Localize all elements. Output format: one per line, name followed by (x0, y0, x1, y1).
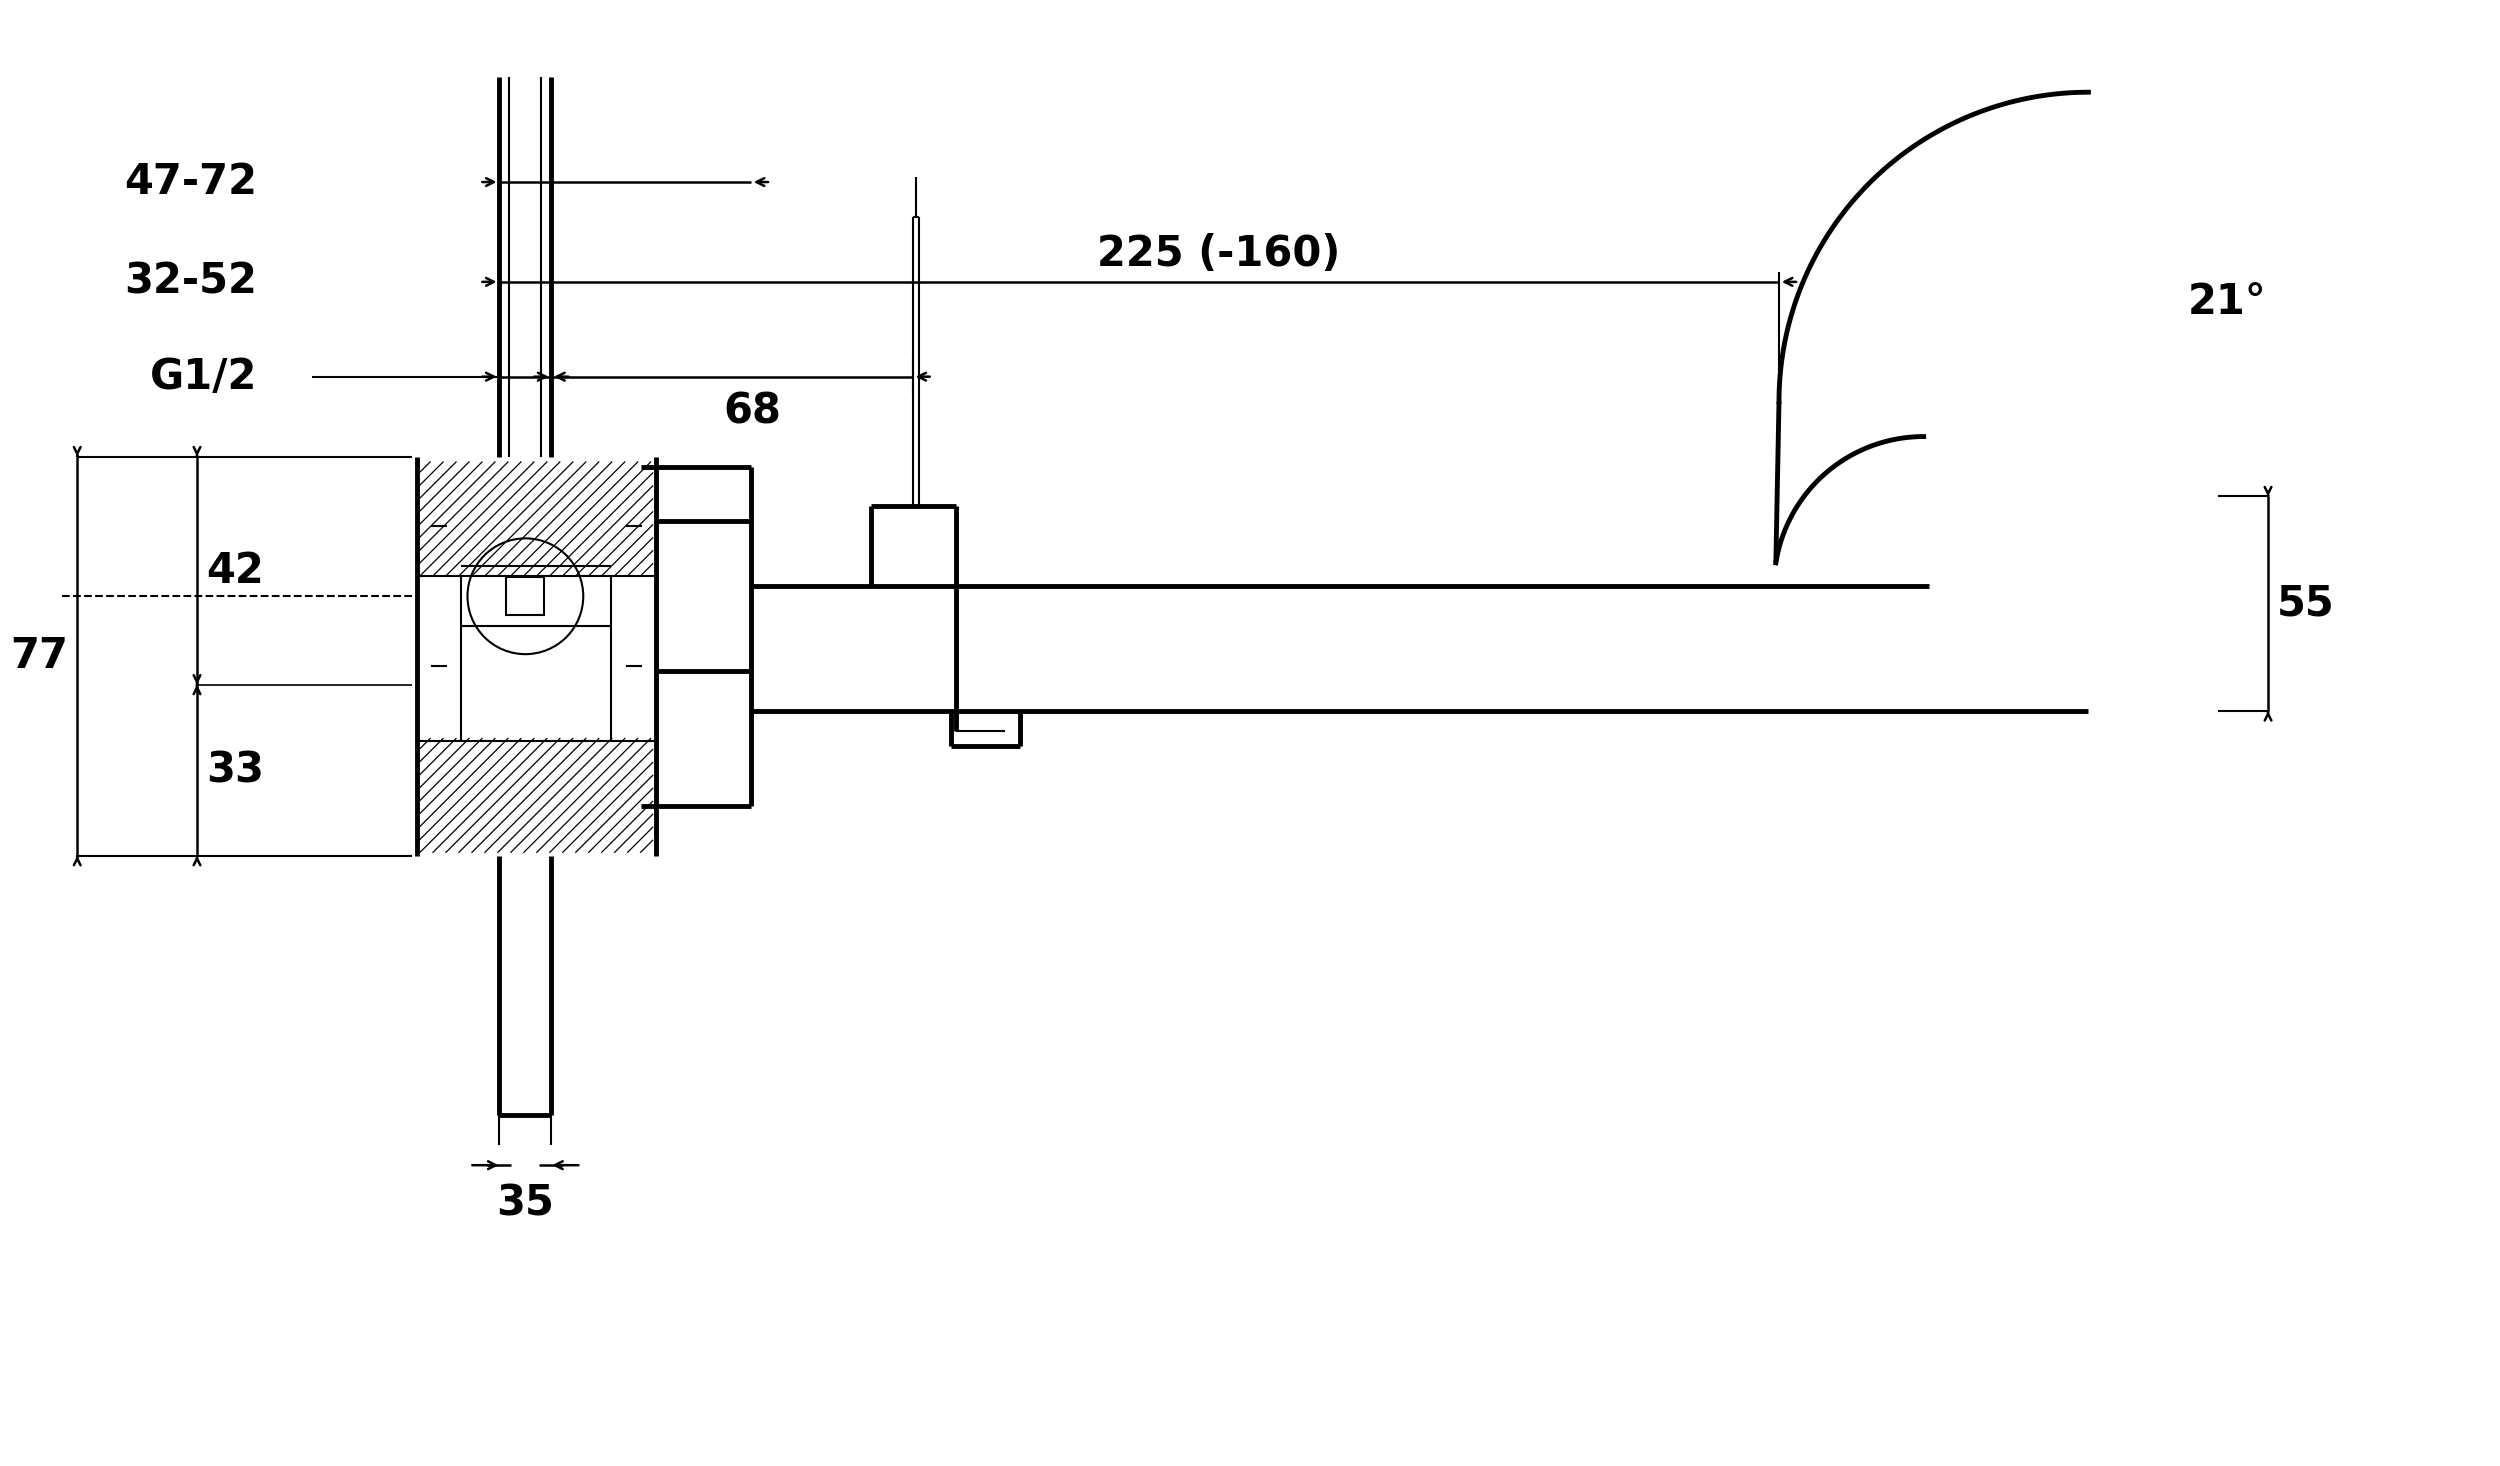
Text: 32-52: 32-52 (125, 261, 258, 303)
Text: 68: 68 (722, 390, 780, 432)
Text: G1/2: G1/2 (150, 356, 258, 397)
Text: 33: 33 (205, 749, 265, 792)
Text: 47-72: 47-72 (125, 161, 258, 204)
Text: 42: 42 (205, 550, 265, 592)
Text: 77: 77 (10, 635, 68, 677)
Text: 225 (-160): 225 (-160) (1098, 233, 1340, 276)
Text: 21°: 21° (2188, 281, 2268, 323)
Bar (508, 578, 545, 616)
Text: 35: 35 (498, 1182, 555, 1224)
Text: 55: 55 (2278, 583, 2335, 625)
